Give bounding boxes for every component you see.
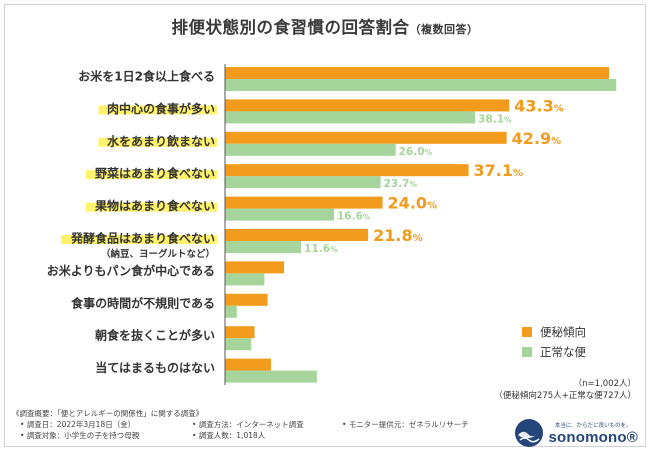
data-label-normal: 38.1% xyxy=(478,113,512,125)
survey-footnote: 《調査概要：「便とアレルギーの関係性」に関する調査》 調査日：2022年3月18… xyxy=(12,408,482,441)
category-label: 水をあまり飲まない xyxy=(107,133,215,148)
bar-normal xyxy=(225,370,317,383)
data-label-normal: 11.6% xyxy=(304,243,338,255)
survey-count: 調査人数：1,018人 xyxy=(192,430,342,441)
category-label: お米よりもパン食が中心である xyxy=(47,263,215,278)
bar-normal xyxy=(225,305,237,318)
bar-normal xyxy=(225,338,252,351)
bar-constipation xyxy=(225,131,507,144)
bar-normal xyxy=(225,143,396,156)
legend-swatch-constipation xyxy=(522,327,532,337)
data-label-constipation: 21.8% xyxy=(373,226,423,245)
category-highlight xyxy=(86,170,217,180)
sample-n: （n=1,002人） xyxy=(573,379,636,389)
bar-normal xyxy=(225,273,265,286)
data-label-constipation: 42.9% xyxy=(512,129,562,148)
category-highlight xyxy=(98,105,217,115)
data-label-constipation: 24.0% xyxy=(388,194,438,213)
category-label: 果物はあまり食べない xyxy=(94,198,215,213)
bar-constipation xyxy=(225,99,510,112)
category-label: お米を1日2食以上食べる xyxy=(78,69,215,84)
survey-heading: 《調査概要：「便とアレルギーの関係性」に関する調査》 xyxy=(12,409,204,418)
data-label-normal: 16.6% xyxy=(337,211,371,223)
survey-date: 調査日：2022年3月18日（金） xyxy=(20,419,192,430)
bar-normal xyxy=(225,176,381,189)
bar-normal xyxy=(225,111,476,124)
bar-constipation xyxy=(225,67,610,79)
category-label: 肉中心の食事が多い xyxy=(107,101,215,116)
sample-breakdown: （便秘傾向275人+正常な便727人） xyxy=(494,391,636,401)
bar-constipation xyxy=(225,261,285,274)
category-label: 野菜はあまり食べない xyxy=(95,166,215,181)
bar-constipation xyxy=(225,293,268,306)
brand-tagline: 本当に、からだに良いものを。 xyxy=(554,422,632,429)
bar-constipation xyxy=(225,229,369,241)
data-label-constipation: 37.1% xyxy=(474,161,524,180)
sample-size: （n=1,002人） （便秘傾向275人+正常な便727人） xyxy=(494,378,636,402)
survey-provider: モニター提供元：ゼネラルリサーチ xyxy=(342,419,482,430)
category-label: 発酵食品はあまり食べない xyxy=(70,231,215,246)
bar-constipation xyxy=(225,358,271,371)
data-label-constipation: 43.3% xyxy=(514,96,564,115)
survey-method: 調査方法：インターネット調査 xyxy=(192,419,342,430)
survey-details: 調査日：2022年3月18日（金） 調査方法：インターネット調査 モニター提供元… xyxy=(20,419,482,441)
bar-normal xyxy=(225,79,617,91)
chart-title-sub: （複数回答） xyxy=(409,23,479,36)
legend-item-constipation: 便秘傾向 xyxy=(522,322,634,342)
bar-constipation xyxy=(225,326,255,339)
bar-constipation xyxy=(225,164,469,177)
legend-item-normal: 正常な便 xyxy=(522,342,634,362)
category-highlight xyxy=(61,235,217,244)
data-label-normal: 23.7% xyxy=(384,178,418,190)
brand-name: sonomono® xyxy=(548,428,638,446)
bar-normal xyxy=(225,208,334,221)
chart-title-main: 排便状態別の食習慣の回答割合 xyxy=(171,18,410,37)
legend-label-constipation: 便秘傾向 xyxy=(540,325,586,339)
category-sublabel: （納豆、ヨーグルトなど） xyxy=(101,248,215,260)
category-highlight xyxy=(98,137,217,147)
brand-logo: 本当に、からだに良いものを。 sonomono® xyxy=(514,418,638,448)
bar-constipation xyxy=(225,196,383,209)
category-label: 朝食を抜くことが多い xyxy=(95,328,215,343)
data-label-normal: 26.0% xyxy=(399,146,433,158)
legend-swatch-normal xyxy=(522,347,532,357)
wave-logo-icon xyxy=(515,419,544,447)
category-label: 食事の時間が不規則である xyxy=(70,295,215,310)
legend: 便秘傾向 正常な便 xyxy=(522,322,634,362)
legend-label-normal: 正常な便 xyxy=(540,345,586,359)
category-label: 当てはまるものはない xyxy=(95,360,215,375)
category-highlight xyxy=(86,202,217,212)
bar-normal xyxy=(225,241,302,253)
chart-title: 排便状態別の食習慣の回答割合（複数回答） xyxy=(0,14,650,38)
survey-target: 調査対象：小学生の子を持つ母親 xyxy=(20,430,192,441)
brand-text: 本当に、からだに良いものを。 sonomono® xyxy=(548,421,638,446)
